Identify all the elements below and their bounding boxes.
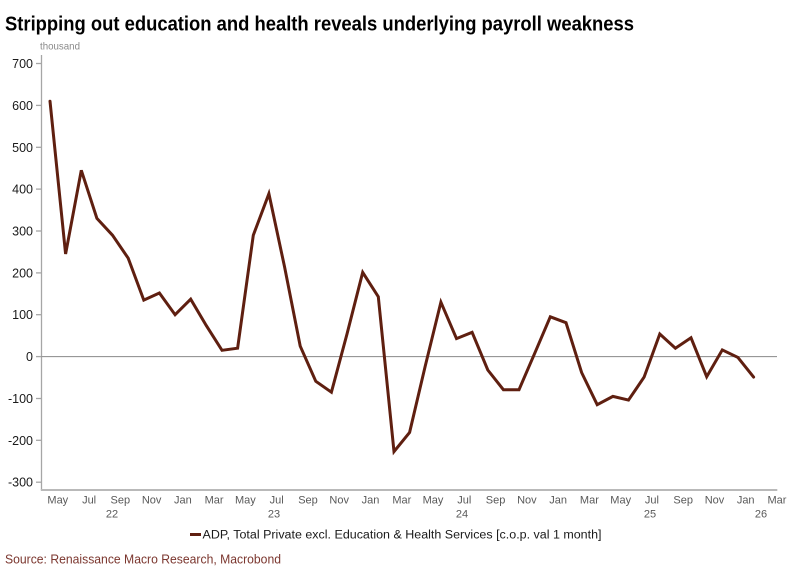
svg-text:700: 700 (12, 57, 33, 71)
svg-text:Jan: Jan (174, 495, 192, 507)
svg-text:23: 23 (268, 509, 280, 521)
svg-text:Nov: Nov (329, 495, 349, 507)
svg-text:Jan: Jan (362, 495, 380, 507)
svg-text:25: 25 (644, 509, 656, 521)
svg-text:May: May (610, 495, 631, 507)
svg-text:ADP, Total Private excl. Educa: ADP, Total Private excl. Education & Hea… (203, 530, 602, 542)
svg-text:Jul: Jul (82, 495, 96, 507)
svg-text:100: 100 (12, 308, 33, 322)
svg-text:24: 24 (456, 509, 468, 521)
svg-text:thousand: thousand (40, 41, 80, 53)
svg-text:26: 26 (755, 509, 767, 521)
svg-text:Nov: Nov (142, 495, 162, 507)
svg-text:Sep: Sep (111, 495, 131, 507)
svg-text:-300: -300 (8, 476, 33, 490)
svg-text:-200: -200 (8, 434, 33, 448)
svg-text:May: May (423, 495, 444, 507)
svg-text:Stripping out education and he: Stripping out education and health revea… (5, 14, 634, 36)
svg-text:Jan: Jan (549, 495, 567, 507)
svg-text:Jan: Jan (737, 495, 755, 507)
svg-text:Mar: Mar (392, 495, 411, 507)
svg-text:300: 300 (12, 225, 33, 239)
svg-text:Sep: Sep (673, 495, 693, 507)
svg-text:Sep: Sep (298, 495, 318, 507)
svg-text:Mar: Mar (205, 495, 224, 507)
svg-text:Jul: Jul (457, 495, 471, 507)
svg-text:Source: Renaissance Macro Rese: Source: Renaissance Macro Research, Macr… (5, 553, 281, 567)
svg-text:Sep: Sep (486, 495, 506, 507)
svg-text:600: 600 (12, 99, 33, 113)
svg-text:200: 200 (12, 266, 33, 280)
svg-text:-100: -100 (8, 392, 33, 406)
svg-text:Nov: Nov (517, 495, 537, 507)
svg-text:May: May (235, 495, 256, 507)
svg-text:Jul: Jul (645, 495, 659, 507)
svg-text:Jul: Jul (270, 495, 284, 507)
svg-text:400: 400 (12, 183, 33, 197)
svg-text:May: May (47, 495, 68, 507)
svg-text:500: 500 (12, 141, 33, 155)
svg-text:Mar: Mar (580, 495, 599, 507)
svg-text:Nov: Nov (705, 495, 725, 507)
svg-text:Mar: Mar (768, 495, 787, 507)
svg-text:22: 22 (106, 509, 118, 521)
svg-text:0: 0 (26, 350, 33, 364)
